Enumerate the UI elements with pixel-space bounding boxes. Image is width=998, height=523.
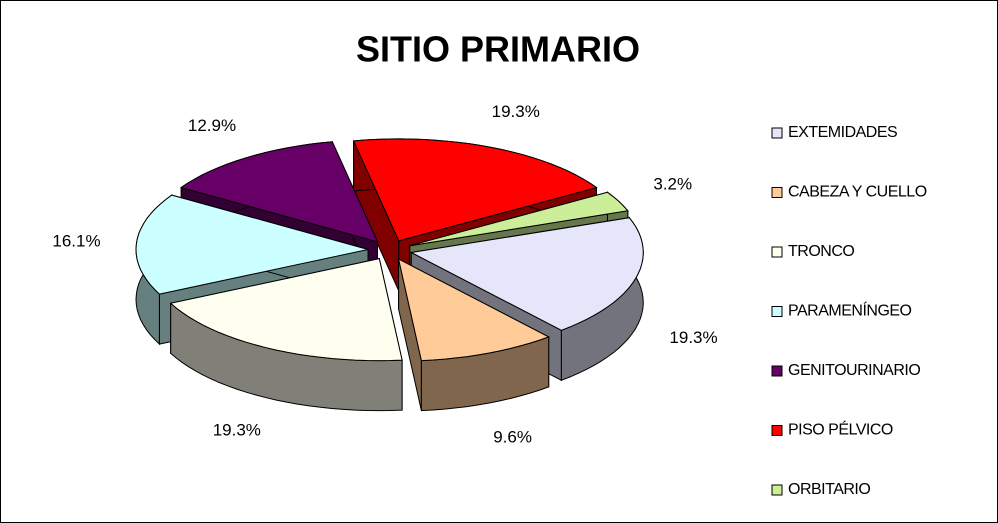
legend-swatch bbox=[771, 127, 783, 139]
legend-label: CABEZA Y CUELLO bbox=[788, 184, 927, 201]
legend: EXTEMIDADES CABEZA Y CUELLO TRONCO PARAMENÍ… bbox=[771, 124, 927, 498]
slice bbox=[397, 258, 550, 412]
slice-top bbox=[352, 138, 598, 242]
data-label: 16.1% bbox=[52, 231, 100, 250]
slice-top bbox=[409, 191, 629, 247]
legend-swatch bbox=[771, 306, 783, 317]
slice-top bbox=[397, 258, 550, 362]
data-label: 9.6% bbox=[493, 427, 532, 446]
pie: 19.3% 9.6% 19.3% 16.1% 12.9% 19.3% 3.2% bbox=[52, 102, 717, 446]
legend-swatch bbox=[771, 425, 783, 436]
legend-label: ORBITARIO bbox=[788, 481, 870, 498]
data-label: 3.2% bbox=[653, 174, 692, 193]
slice bbox=[169, 257, 403, 412]
legend-swatch bbox=[771, 187, 783, 198]
legend-swatch bbox=[771, 365, 783, 377]
chart-title: SITIO PRIMARIO bbox=[356, 29, 640, 70]
data-label: 19.3% bbox=[492, 102, 540, 121]
legend-label: GENITOURINARIO bbox=[788, 362, 920, 379]
legend-swatch bbox=[771, 246, 783, 258]
legend-label: PISO PÉLVICO bbox=[788, 420, 893, 439]
legend-swatch bbox=[771, 484, 783, 496]
legend-label: TRONCO bbox=[788, 243, 854, 260]
data-label: 19.3% bbox=[213, 420, 261, 439]
slice-top bbox=[169, 258, 403, 362]
data-label: 19.3% bbox=[669, 328, 717, 347]
slice-top bbox=[135, 194, 369, 295]
slice-top bbox=[409, 217, 644, 331]
slice-top bbox=[180, 141, 379, 243]
data-label: 12.9% bbox=[188, 116, 236, 135]
legend-label: EXTEMIDADES bbox=[788, 124, 897, 141]
legend-label: PARAMENÍNGEO bbox=[788, 301, 912, 320]
